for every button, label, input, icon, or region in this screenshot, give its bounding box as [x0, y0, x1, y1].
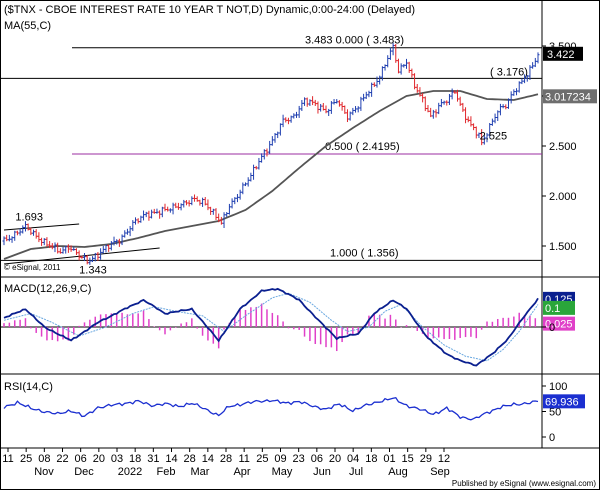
x-month-label: Mar	[191, 466, 210, 478]
x-month-label: May	[272, 466, 293, 478]
price-annotation: 2.525	[480, 131, 508, 143]
x-tick-label: 18	[365, 453, 377, 465]
x-month-label: Feb	[157, 466, 176, 478]
x-tick-label: 20	[329, 453, 341, 465]
x-tick-label: 01	[383, 453, 395, 465]
rsi-panel: 100 50 0 69.936	[3, 381, 585, 444]
x-month-label: Jul	[349, 466, 363, 478]
x-tick-label: 25	[256, 453, 268, 465]
channel-line	[3, 223, 80, 231]
rsi-y-tick-label: 0	[549, 432, 555, 444]
macd-hist-tag: 0.025	[545, 319, 573, 331]
last-price-box	[543, 46, 583, 61]
x-tick-label: 28	[220, 453, 232, 465]
ma-tag: 3.017234	[545, 91, 591, 103]
chart-title: ($TNX - CBOE INTEREST RATE 10 YEAR T NOT…	[4, 4, 415, 16]
footer-text: Published by eSignal (www.esignal.com)	[452, 479, 596, 488]
rsi-y-tick-label: 100	[549, 381, 567, 393]
x-month-label: Jun	[313, 466, 331, 478]
x-tick-label: 31	[147, 453, 159, 465]
x-tick-label: 20	[93, 453, 105, 465]
rsi-value-tag-box	[543, 394, 585, 409]
macd-signal-tag: 0.1	[545, 303, 560, 315]
x-tick-label: 11	[238, 453, 249, 465]
x-month-label: Sep	[430, 466, 450, 478]
macd-y-tick-label: 0	[549, 322, 555, 334]
x-tick-label: 08	[38, 453, 50, 465]
macd-title: MACD(12,26,9,C)	[4, 283, 91, 295]
macd-hist-tag-box	[543, 316, 575, 331]
price-annotation: 1.343	[79, 265, 107, 277]
y-tick-label: 2.000	[549, 191, 577, 203]
x-tick-label: 22	[56, 453, 68, 465]
x-tick-label: 25	[20, 453, 32, 465]
rsi-y-tick-label: 50	[549, 407, 561, 419]
x-tick-label: 06	[311, 453, 323, 465]
level-label: 3.483 0.000 ( 3.483)	[305, 35, 404, 47]
x-month-label: 2022	[118, 466, 142, 478]
macd-signal-tag-box	[543, 300, 575, 315]
x-month-label: Nov	[34, 466, 54, 478]
x-tick-label: 18	[129, 453, 141, 465]
y-tick-label: 1.500	[549, 241, 577, 253]
x-tick-label: 06	[75, 453, 87, 465]
level-label: 0.500 ( 2.4195)	[325, 141, 400, 153]
x-tick-label: 29	[420, 453, 432, 465]
ma-label: MA(55,C)	[4, 20, 51, 32]
last-price-tag: 3.422	[547, 49, 575, 61]
rsi-value-tag: 69.936	[545, 396, 579, 408]
y-tick-label: 2.500	[549, 141, 577, 153]
x-axis: 11 25 08 22 06 20 03 18 31 14 28 14 28 11 25 09 23 06 20 04…	[2, 448, 450, 478]
x-month-label: Apr	[233, 466, 250, 478]
x-tick-label: 14	[165, 453, 177, 465]
x-tick-label: 12	[438, 453, 450, 465]
x-month-label: Aug	[388, 466, 408, 478]
price-panel: 3.483 0.000 ( 3.483) ( 3.176) 0.500 ( 2.41…	[0, 35, 597, 277]
rsi-line	[3, 396, 539, 421]
x-tick-label: 14	[202, 453, 214, 465]
x-tick-label: 03	[111, 453, 123, 465]
ma-line	[3, 90, 539, 260]
macd-line	[3, 287, 539, 367]
macd-signal-line	[3, 292, 539, 362]
x-tick-label: 09	[274, 453, 286, 465]
watermark: © eSignal, 2011	[4, 263, 61, 272]
rsi-title: RSI(14,C)	[4, 381, 53, 393]
price-annotation: 1.693	[15, 212, 43, 224]
x-tick-label: 15	[402, 453, 414, 465]
price-bar	[536, 52, 540, 64]
level-label: ( 3.176)	[490, 66, 528, 78]
x-month-label: Dec	[74, 466, 94, 478]
x-tick-label: 04	[347, 453, 359, 465]
x-tick-label: 28	[184, 453, 196, 465]
ma-tag-box	[543, 89, 597, 104]
x-tick-label: 23	[293, 453, 305, 465]
level-label: 1.000 ( 1.356)	[330, 247, 399, 259]
x-tick-label: 11	[2, 453, 13, 465]
